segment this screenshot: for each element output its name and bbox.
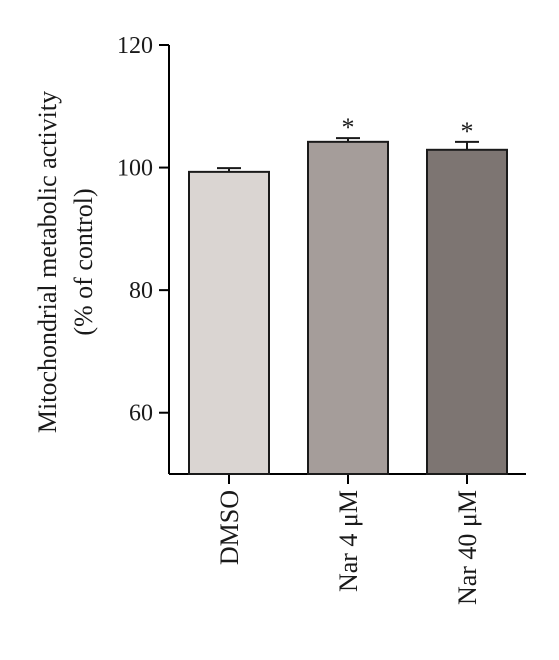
bar bbox=[307, 140, 389, 475]
bar bbox=[188, 170, 270, 476]
x-axis bbox=[169, 473, 526, 484]
error-bar bbox=[455, 140, 479, 150]
y-axis-label-line-2: (% of control) bbox=[69, 188, 98, 335]
y-tick-label: 120 bbox=[117, 33, 153, 59]
y-tick-label: 60 bbox=[129, 401, 153, 427]
y-tick-label: 80 bbox=[129, 278, 153, 304]
error-bar bbox=[217, 167, 241, 172]
category-label: Nar 4 μM bbox=[334, 490, 363, 592]
significance-marker: * bbox=[461, 117, 474, 146]
y-tick-label: 100 bbox=[117, 156, 153, 182]
y-axis-label-line-1: Mitochondrial metabolic activity bbox=[33, 91, 62, 433]
y-axis-label: Mitochondrial metabolic activity (% of c… bbox=[33, 91, 98, 433]
bars bbox=[188, 140, 508, 476]
category-label: Nar 40 μM bbox=[453, 490, 482, 605]
significance-markers: * * bbox=[342, 113, 474, 146]
category-labels: DMSO Nar 4 μM Nar 40 μM bbox=[215, 490, 482, 605]
error-bars bbox=[217, 137, 479, 172]
error-bar bbox=[336, 137, 360, 142]
y-axis: 60 80 100 120 bbox=[117, 33, 170, 474]
bar bbox=[426, 148, 508, 475]
category-label: DMSO bbox=[215, 490, 244, 565]
significance-marker: * bbox=[342, 113, 355, 142]
